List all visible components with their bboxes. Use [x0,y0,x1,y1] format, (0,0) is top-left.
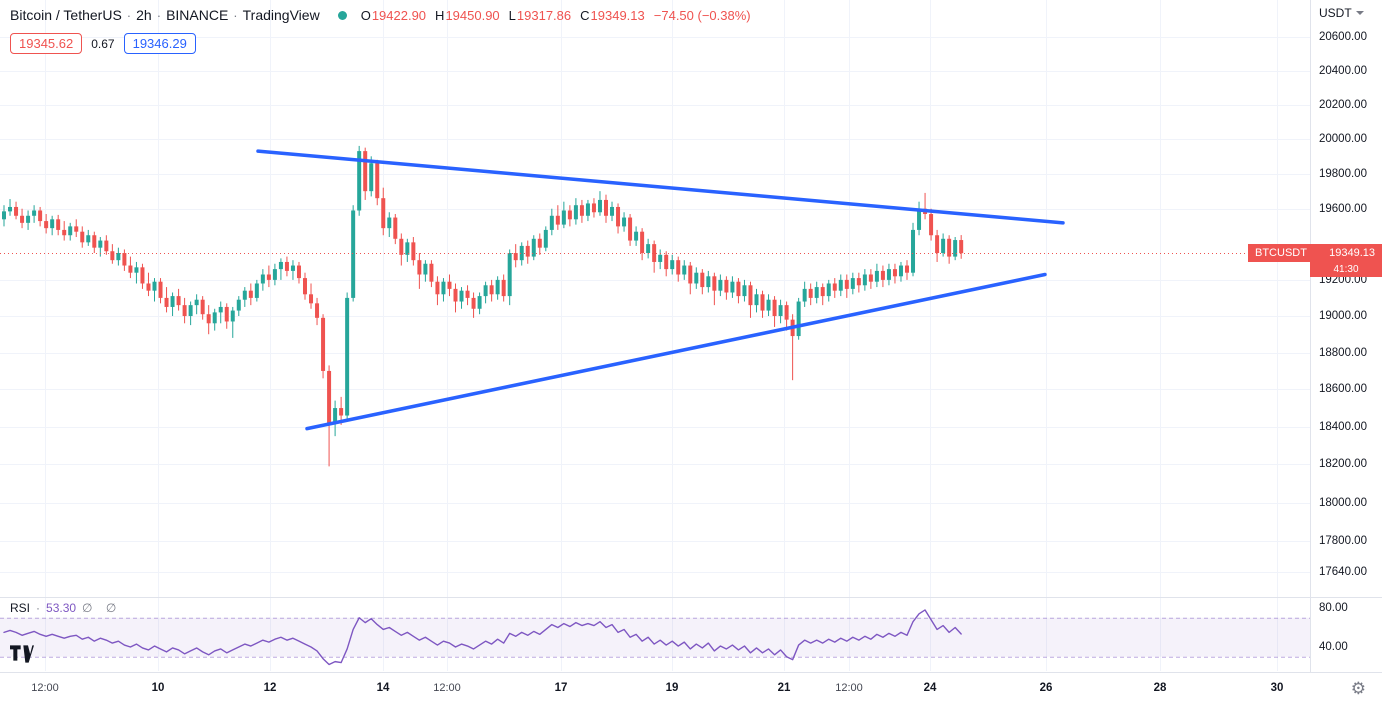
ohlc-readout: O19422.90 H19450.90 L19317.86 C19349.13 … [361,8,751,23]
price-axis-label: 18000.00 [1319,496,1367,509]
currency-selector[interactable]: USDT [1319,6,1364,20]
time-axis-label: 12:00 [433,682,461,694]
price-axis-label: 17800.00 [1319,535,1367,548]
bar-countdown: 41:30 [1310,262,1382,278]
last-price-tag[interactable]: BTCUSDT 19349.13 [1248,244,1382,263]
rsi-legend: RSI · 53.30 ∅ ∅ [10,601,121,615]
legend-separator: · [156,7,162,23]
price-axis-label: 20400.00 [1319,64,1367,77]
last-price-value: 19349.13 [1329,247,1375,260]
sell-price-button[interactable]: 19345.62 [10,33,83,54]
change-value: −74.50 (−0.38%) [653,7,751,23]
last-price-symbol: BTCUSDT [1255,247,1307,260]
price-chart-canvas[interactable] [0,0,1310,672]
time-axis-label: 14 [376,682,390,694]
time-axis-label: 26 [1039,682,1053,694]
price-axis-label: 19800.00 [1319,167,1367,180]
symbol-title[interactable]: Bitcoin / TetherUS [10,7,122,23]
time-axis-label: 21 [777,682,791,694]
price-axis-label: 19600.00 [1319,202,1367,215]
spread-value: 0.67 [91,36,115,51]
time-axis-label: 12:00 [31,682,59,694]
chart-legend: Bitcoin / TetherUS · 2h · BINANCE · Trad… [10,7,751,23]
market-status-dot-icon[interactable] [337,10,347,20]
rsi-title[interactable]: RSI [10,601,31,615]
legend-separator: · [233,7,238,23]
time-axis-label: 12:00 [835,682,863,694]
price-axis-label: 19000.00 [1319,310,1367,323]
low-value: 19317.86 [516,7,572,23]
tradingview-logo-icon [10,645,34,663]
rsi-pane-divider[interactable] [0,597,1382,598]
time-axis[interactable]: ⚙ 12:00 10 12 14 12:00 17 19 21 12:00 24 26 28 30 [0,672,1382,708]
currency-label: USDT [1319,6,1352,20]
price-axis-label: 18600.00 [1319,383,1367,396]
chevron-down-icon [1355,11,1364,15]
time-axis-label: 24 [923,682,937,694]
time-axis-label: 12 [263,682,277,694]
close-label: C [580,7,590,23]
bid-ask-row: 19345.62 0.67 19346.29 [10,33,196,54]
time-axis-label: 10 [151,682,165,694]
interval-label[interactable]: 2h [136,7,152,23]
rsi-axis-label: 80.00 [1319,602,1348,614]
high-label: H [435,7,445,23]
time-axis-label: 30 [1270,682,1284,694]
price-axis-label: 20000.00 [1319,133,1367,145]
price-axis-label: 18800.00 [1319,346,1367,359]
open-value: 19422.90 [371,7,427,23]
buy-price-button[interactable]: 19346.29 [123,33,196,54]
time-axis-label: 17 [554,682,568,694]
rsi-separator: · [36,601,41,615]
time-axis-label: 28 [1153,682,1167,694]
price-axis-label: 18400.00 [1319,420,1367,433]
high-value: 19450.90 [445,7,500,23]
tradingview-logo[interactable] [10,645,34,668]
low-label: L [508,7,516,23]
settings-gear-icon[interactable]: ⚙ [1350,679,1366,698]
open-label: O [360,7,371,23]
provider-label[interactable]: TradingView [242,7,320,23]
price-axis-label: 20600.00 [1319,31,1367,43]
legend-separator: · [126,7,132,23]
close-value: 19349.13 [590,7,645,23]
price-axis-label: 18200.00 [1319,458,1367,471]
rsi-value: 53.30 [46,601,77,615]
price-axis[interactable]: USDT 20600.00 20400.00 20200.00 20000.00 198… [1310,0,1382,672]
price-axis-label: 17640.00 [1319,566,1367,579]
price-axis-label: 20200.00 [1319,98,1367,111]
rsi-empty-values: ∅ ∅ [82,601,122,615]
rsi-axis-label: 40.00 [1319,641,1348,653]
exchange-label[interactable]: BINANCE [166,7,229,23]
time-axis-label: 19 [665,682,679,694]
